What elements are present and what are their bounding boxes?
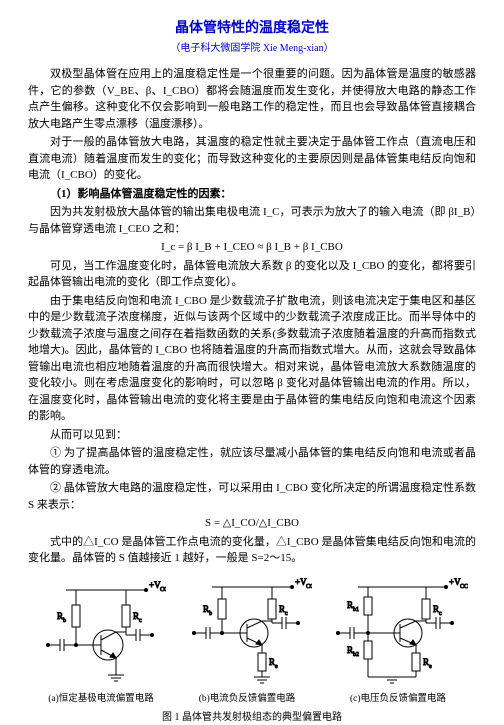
svg-text:c: c [439, 611, 442, 617]
circuit-c-caption: (c)电压负反馈偏置电路 [350, 692, 446, 706]
svg-text:CC: CC [160, 587, 166, 593]
paragraph-6: 从而可以见到： [28, 427, 476, 444]
circuit-b: +V CC R b R c [182, 575, 312, 706]
circuit-a-caption: (a)恒定基极电流偏置电路 [48, 692, 154, 706]
svg-text:b: b [209, 611, 212, 617]
circuit-row: +V CC R b R c [28, 575, 476, 706]
paragraph-1: 双极型晶体管在应用上的温度稳定性是一个很重要的问题。因为晶体管是温度的敏感器件，… [28, 66, 476, 132]
paragraph-7: 式中的△I_CO 是晶体管工作点电流的变化量，△I_CBO 是晶体管集电结反向饱… [28, 534, 476, 567]
circuit-c: +V CC R b1 R b2 R c [328, 575, 468, 706]
circuit-b-caption: (b)电流负反馈偏置电路 [199, 692, 296, 706]
svg-text:c: c [139, 618, 142, 624]
formula-1: I_c = β I_B + I_CEO ≈ β I_B + β I_CBO [28, 239, 476, 256]
formula-2: S = △I_CO/△I_CBO [28, 515, 476, 532]
circuit-a: +V CC R b R c [36, 575, 166, 706]
paragraph-5: 由于集电结反向饱和电流 I_CBO 是少数载流子扩散电流，则该电流决定于集电区和… [28, 293, 476, 425]
paragraph-3: 因为共发射极放大晶体管的输出集电极电流 I_C，可表示为放大了的输入电流（即 β… [28, 204, 476, 237]
svg-text:b1: b1 [353, 607, 359, 613]
section-head-1: （1）影响晶体管温度稳定性的因素： [28, 186, 476, 203]
svg-text:CC: CC [306, 584, 312, 590]
circuit-a-svg: +V CC R b R c [36, 575, 166, 690]
svg-text:b: b [63, 618, 66, 624]
figure-caption: 图 1 晶体管共发射极组态的典型偏置电路 [28, 710, 476, 725]
page-subtitle: （电子科大微固学院 Xie Meng-xian） [28, 41, 476, 56]
svg-text:e: e [429, 664, 432, 670]
paragraph-2: 对于一般的晶体管放大电路，其温度的稳定性就主要决定于晶体管工作点（直流电压和直流… [28, 134, 476, 184]
circuit-c-svg: +V CC R b1 R b2 R c [328, 575, 468, 690]
enum-1: ① 为了提高晶体管的温度稳定性，就应该尽量减小晶体管的集电结反向饱和电流或者晶体… [28, 445, 476, 478]
enum-2: ② 晶体管放大电路的温度稳定性，可以采用由 I_CBO 变化所决定的所谓温度稳定… [28, 480, 476, 513]
circuit-b-svg: +V CC R b R c [182, 575, 312, 690]
svg-text:c: c [285, 611, 288, 617]
svg-text:CC: CC [460, 584, 468, 590]
svg-text:b2: b2 [353, 652, 359, 658]
svg-text:e: e [275, 664, 278, 670]
paragraph-4: 可见，当工作温度变化时，晶体管电流放大系数 β 的变化以及 I_CBO 的变化，… [28, 258, 476, 291]
page-title: 晶体管特性的温度稳定性 [28, 18, 476, 39]
